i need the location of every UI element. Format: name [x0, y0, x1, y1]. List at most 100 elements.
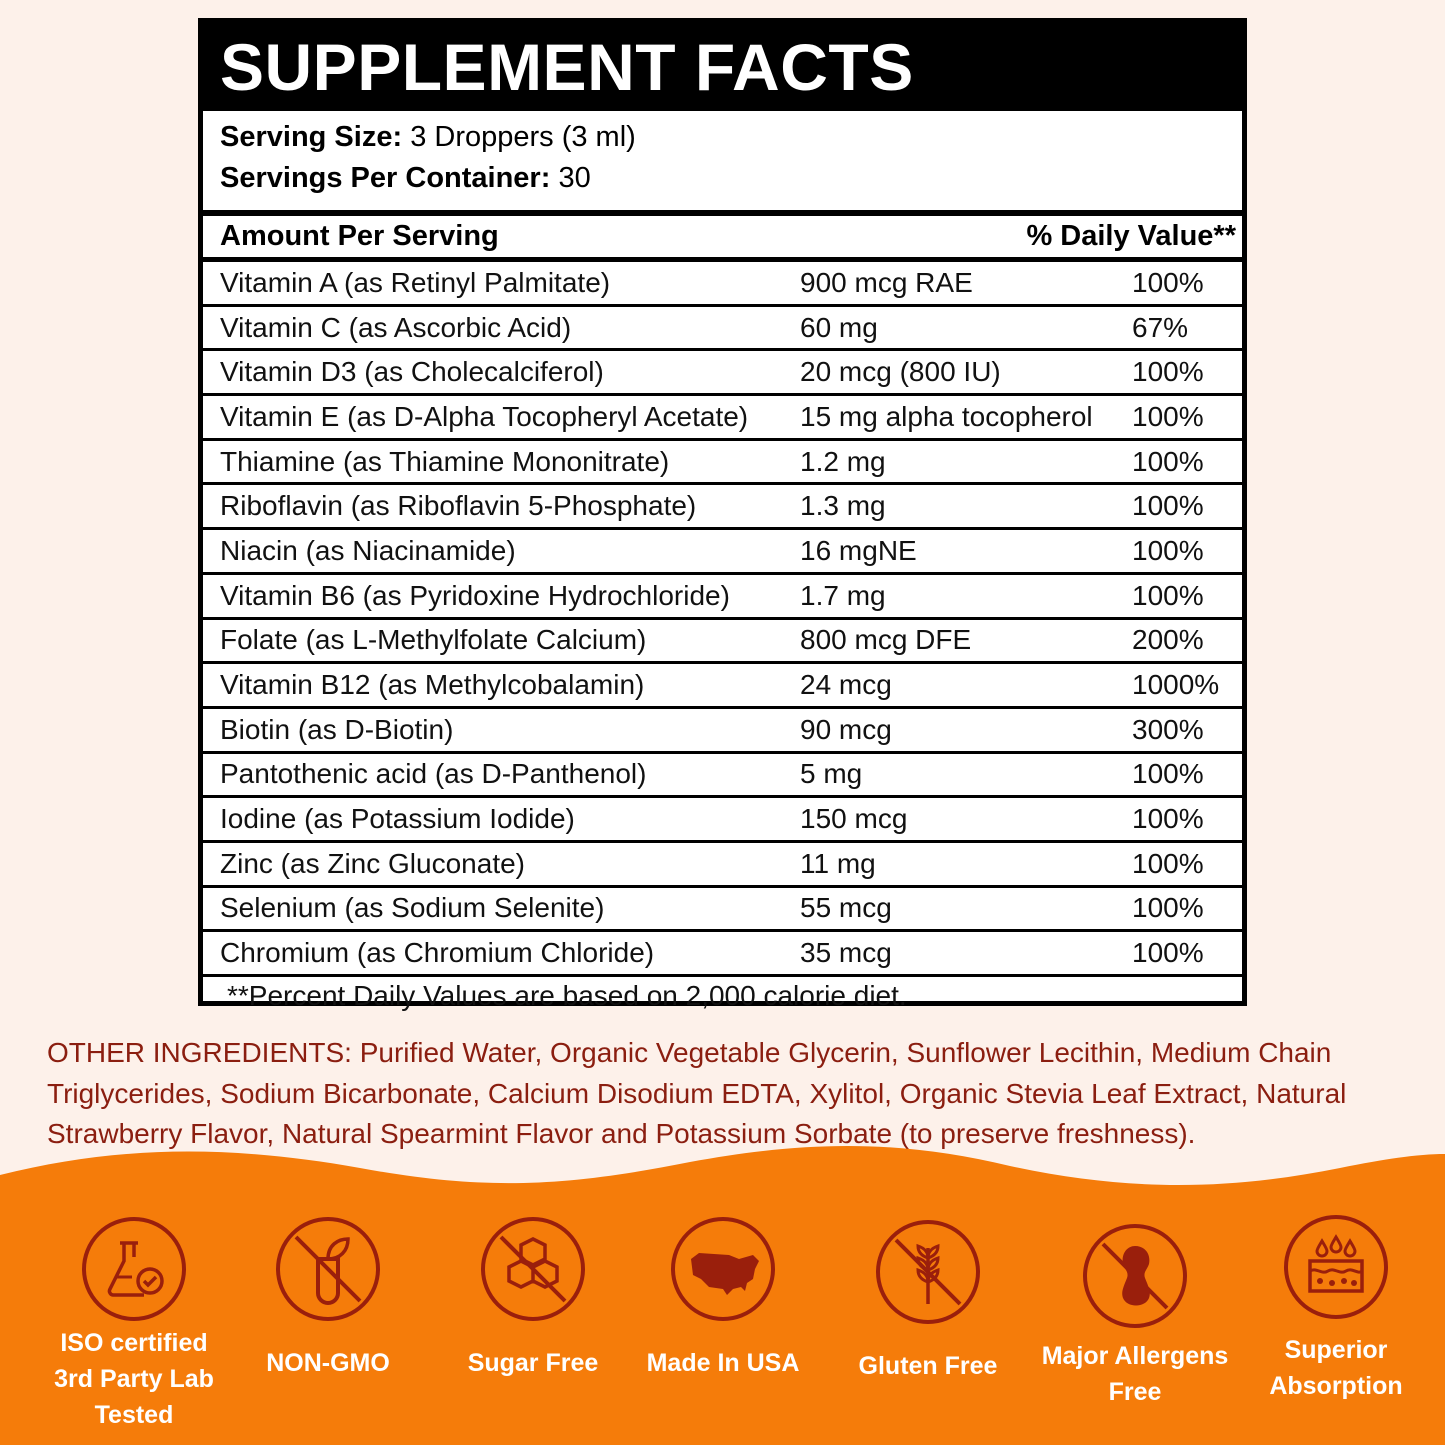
nutrient-amount: 11 mg: [800, 847, 876, 879]
nutrient-name: Niacin (as Niacinamide): [220, 534, 516, 566]
usa-map-icon: [671, 1217, 775, 1321]
nutrient-amount: 16 mgNE: [800, 534, 917, 566]
nutrient-daily-value: 100%: [1132, 266, 1204, 298]
nutrient-row: Selenium (as Sodium Selenite) 55 mcg 100%: [203, 888, 1242, 933]
nutrient-amount: 1.3 mg: [800, 490, 886, 522]
nutrient-amount: 1.2 mg: [800, 445, 886, 477]
nutrient-row: Thiamine (as Thiamine Mononitrate) 1.2 mg…: [203, 441, 1242, 486]
nutrient-name: Riboflavin (as Riboflavin 5-Phosphate): [220, 490, 697, 522]
nutrient-table: Vitamin A (as Retinyl Palmitate) 900 mcg …: [203, 262, 1242, 977]
nutrient-row: Pantothenic acid (as D-Panthenol) 5 mg 100…: [203, 754, 1242, 799]
nutrient-daily-value: 100%: [1132, 803, 1204, 835]
nutrient-amount: 150 mcg: [800, 803, 908, 835]
nutrient-amount: 15 mg alpha tocopherol: [800, 400, 1093, 432]
nutrient-row: Riboflavin (as Riboflavin 5-Phosphate) 1.…: [203, 485, 1242, 531]
orange-wave-band: [0, 1145, 1445, 1445]
nutrient-name: Folate (as L-Methylfolate Calcium): [220, 624, 647, 656]
nutrient-daily-value: 100%: [1132, 937, 1204, 969]
nutrient-row: Vitamin B6 (as Pyridoxine Hydrochloride)…: [203, 575, 1242, 620]
nutrient-amount: 900 mcg RAE: [800, 266, 973, 298]
nutrient-amount: 90 mcg: [800, 713, 892, 745]
nutrient-row: Biotin (as D-Biotin) 90 mcg 300%: [203, 709, 1242, 754]
amount-header-row: Amount Per Serving % Daily Value**: [203, 216, 1242, 262]
feature-badge-label: ISO certified 3rd Party Lab Tested: [54, 1329, 214, 1429]
amount-per-serving-header: Amount Per Serving: [220, 220, 499, 252]
nutrient-name: Pantothenic acid (as D-Panthenol): [220, 758, 647, 790]
nutrient-daily-value: 100%: [1132, 892, 1204, 924]
serving-size-label: Serving Size:: [220, 121, 403, 153]
nutrient-amount: 60 mg: [800, 311, 878, 343]
nutrient-row: Chromium (as Chromium Chloride) 35 mcg 100…: [203, 932, 1242, 977]
nutrient-amount: 35 mcg: [800, 937, 892, 969]
servings-value: 30: [558, 162, 591, 194]
nutrient-daily-value: 100%: [1132, 400, 1204, 432]
nutrient-daily-value: 100%: [1132, 534, 1204, 566]
no-wheat-icon: [876, 1220, 980, 1324]
nutrient-daily-value: 1000%: [1132, 669, 1220, 701]
nutrient-name: Iodine (as Potassium Iodide): [220, 803, 575, 835]
nutrient-row: Vitamin B12 (as Methylcobalamin) 24 mcg 10…: [203, 664, 1242, 709]
daily-value-footnote: **Percent Daily Values are based on 2,00…: [227, 980, 907, 1011]
nutrient-amount: 800 mcg DFE: [800, 624, 972, 656]
nutrient-daily-value: 100%: [1132, 579, 1204, 611]
nutrient-name: Chromium (as Chromium Chloride): [220, 937, 655, 969]
feature-badge: Superior Absorption: [1241, 1213, 1431, 1400]
no-sugar-cubes-icon: [481, 1217, 585, 1321]
nutrient-name: Biotin (as D-Biotin): [220, 713, 454, 745]
skin-absorption-icon: [1284, 1215, 1388, 1319]
nutrient-daily-value: 300%: [1132, 713, 1204, 745]
feature-badge-label: Major Allergens Free: [1041, 1342, 1229, 1406]
feature-badge-label: NON-GMO: [266, 1349, 390, 1377]
nutrient-name: Thiamine (as Thiamine Mononitrate): [220, 445, 670, 477]
feature-badge-label: Gluten Free: [858, 1352, 998, 1380]
nutrient-row: Iodine (as Potassium Iodide) 150 mcg 100%: [203, 798, 1242, 843]
nutrient-row: Vitamin E (as D-Alpha Tocopheryl Acetate…: [203, 396, 1242, 441]
serving-size-value: 3 Droppers (3 ml): [410, 121, 636, 153]
nutrient-row: Zinc (as Zinc Gluconate) 11 mg 100%: [203, 843, 1242, 888]
nutrient-daily-value: 200%: [1132, 624, 1204, 656]
nutrient-name: Zinc (as Zinc Gluconate): [220, 847, 525, 879]
nutrient-name: Vitamin C (as Ascorbic Acid): [220, 311, 572, 343]
nutrient-amount: 20 mcg (800 IU): [800, 356, 1001, 388]
lab-flask-check-icon: [82, 1217, 186, 1321]
feature-badge: Major Allergens Free: [1040, 1222, 1230, 1406]
nutrient-amount: 24 mcg: [800, 669, 892, 701]
nutrient-row: Folate (as L-Methylfolate Calcium) 800 mc…: [203, 620, 1242, 665]
feature-badge-label: Superior Absorption: [1269, 1336, 1403, 1400]
servings-label: Servings Per Container:: [220, 162, 551, 194]
nutrient-name: Vitamin B6 (as Pyridoxine Hydrochloride): [220, 579, 730, 611]
daily-value-header: % Daily Value**: [1026, 220, 1236, 252]
feature-badge: Gluten Free: [833, 1218, 1023, 1380]
feature-badge: Made In USA: [628, 1215, 818, 1377]
feature-badge: NON-GMO: [233, 1215, 423, 1377]
supplement-facts-panel: SUPPLEMENT FACTS Serving Size: 3 Dropper…: [198, 18, 1247, 1011]
nutrient-row: Vitamin C (as Ascorbic Acid) 60 mg 67%: [203, 307, 1242, 352]
nutrient-row: Vitamin A (as Retinyl Palmitate) 900 mcg …: [203, 262, 1242, 307]
feature-badge: Sugar Free: [438, 1215, 628, 1377]
servings-per-container-line: Servings Per Container: 30: [220, 158, 1242, 199]
nutrient-name: Vitamin A (as Retinyl Palmitate): [220, 266, 611, 298]
nutrient-amount: 55 mcg: [800, 892, 892, 924]
nutrient-amount: 1.7 mg: [800, 579, 886, 611]
nutrient-daily-value: 100%: [1132, 445, 1204, 477]
nutrient-name: Selenium (as Sodium Selenite): [220, 892, 605, 924]
no-peanut-icon: [1083, 1224, 1187, 1328]
nutrient-daily-value: 67%: [1132, 311, 1189, 343]
nutrient-daily-value: 100%: [1132, 356, 1204, 388]
nutrient-daily-value: 100%: [1132, 847, 1204, 879]
feature-badge: ISO certified 3rd Party Lab Tested: [39, 1215, 229, 1429]
other-ingredients: OTHER INGREDIENTS: Purified Water, Organ…: [47, 1037, 1347, 1149]
serving-size-line: Serving Size: 3 Droppers (3 ml): [220, 117, 1242, 158]
nutrient-name: Vitamin B12 (as Methylcobalamin): [220, 669, 645, 701]
nutrient-row: Vitamin D3 (as Cholecalciferol) 20 mcg (8…: [203, 351, 1242, 397]
nutrient-row: Niacin (as Niacinamide) 16 mgNE 100%: [203, 530, 1242, 575]
facts-title: SUPPLEMENT FACTS: [203, 23, 1242, 111]
nutrient-daily-value: 100%: [1132, 490, 1204, 522]
nutrient-daily-value: 100%: [1132, 758, 1204, 790]
nutrient-amount: 5 mg: [800, 758, 863, 790]
serving-info: Serving Size: 3 Droppers (3 ml) Servings…: [203, 111, 1242, 216]
no-gmo-icon: [276, 1217, 380, 1321]
feature-badge-label: Made In USA: [646, 1349, 800, 1377]
nutrient-name: Vitamin D3 (as Cholecalciferol): [220, 356, 604, 388]
nutrient-name: Vitamin E (as D-Alpha Tocopheryl Acetate…: [220, 400, 749, 432]
